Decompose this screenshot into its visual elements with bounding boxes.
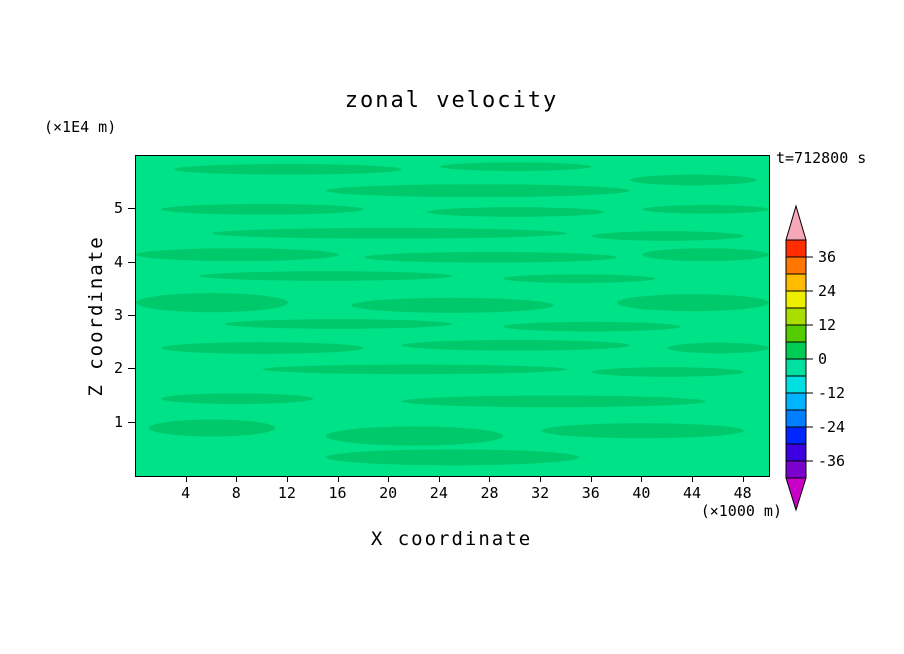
x-tick-label: 36 bbox=[581, 484, 600, 502]
contour-streak bbox=[325, 184, 630, 198]
contour-streak bbox=[541, 423, 744, 439]
colorbar-segment bbox=[785, 443, 807, 462]
x-tick-label: 28 bbox=[480, 484, 499, 502]
x-tick-label: 4 bbox=[181, 484, 191, 502]
contour-streak bbox=[363, 252, 618, 263]
contour-streak bbox=[136, 248, 339, 262]
contour-streak bbox=[439, 162, 592, 171]
colorbar-segment bbox=[785, 392, 807, 411]
x-tick-label: 40 bbox=[632, 484, 651, 502]
x-tick-mark bbox=[388, 476, 390, 482]
y-tick-label: 4 bbox=[113, 252, 123, 271]
x-tick-label: 24 bbox=[429, 484, 448, 502]
colorbar-segment bbox=[785, 341, 807, 360]
contour-streak bbox=[401, 340, 630, 351]
contour-streak bbox=[325, 449, 580, 466]
colorbar-segment bbox=[785, 426, 807, 445]
contour-streak bbox=[629, 174, 757, 186]
x-tick-mark bbox=[337, 476, 339, 482]
y-tick-mark bbox=[128, 261, 135, 263]
x-tick-mark bbox=[236, 476, 238, 482]
x-tick-label: 16 bbox=[328, 484, 347, 502]
colorbar-segment bbox=[785, 256, 807, 275]
contour-streak bbox=[199, 271, 453, 281]
contour-streak bbox=[161, 342, 364, 354]
y-tick-mark bbox=[128, 315, 135, 316]
colorbar-tick-label: 0 bbox=[818, 350, 828, 368]
contour-streak bbox=[401, 395, 706, 408]
contour-streak bbox=[667, 342, 769, 354]
x-axis-unit-label: (×1000 m) bbox=[700, 502, 782, 520]
contour-streak bbox=[642, 248, 769, 262]
x-tick-mark bbox=[641, 476, 643, 482]
x-tick-label: 8 bbox=[231, 484, 241, 502]
colorbar-tick-label: 24 bbox=[818, 282, 837, 300]
contour-streak bbox=[642, 205, 769, 214]
contour-streak bbox=[173, 164, 402, 175]
colorbar-segment bbox=[785, 358, 807, 377]
chart-title: zonal velocity bbox=[344, 88, 559, 113]
x-tick-mark bbox=[692, 476, 694, 482]
colorbar-segment bbox=[785, 273, 807, 292]
contour-streak bbox=[325, 426, 504, 446]
colorbar-over-arrow bbox=[785, 204, 807, 241]
colorbar-segment bbox=[785, 290, 807, 309]
x-tick-label: 20 bbox=[379, 484, 398, 502]
time-annotation: t=712800 s bbox=[776, 149, 867, 167]
colorbar-tick-label: -12 bbox=[818, 384, 846, 402]
x-tick-mark bbox=[438, 476, 440, 482]
x-tick-mark bbox=[489, 476, 491, 482]
x-tick-label: 44 bbox=[683, 484, 702, 502]
colorbar-segment bbox=[785, 460, 807, 479]
colorbar-segment bbox=[785, 409, 807, 428]
y-tick-label: 5 bbox=[113, 199, 123, 218]
y-tick-label: 1 bbox=[113, 412, 123, 431]
y-axis-unit-label: (×1E4 m) bbox=[44, 118, 117, 136]
contour-streak bbox=[148, 419, 276, 437]
x-tick-mark bbox=[286, 476, 288, 482]
colorbar-segment bbox=[785, 375, 807, 394]
x-tick-mark bbox=[590, 476, 592, 482]
contour-streak bbox=[503, 274, 656, 283]
colorbar-segment bbox=[785, 307, 807, 326]
contour-streak bbox=[161, 393, 314, 404]
colorbar bbox=[785, 204, 813, 512]
contour-plot-area bbox=[135, 155, 770, 477]
contour-streak bbox=[591, 367, 744, 377]
contour-streak bbox=[503, 321, 681, 332]
x-tick-mark bbox=[540, 476, 542, 482]
contour-streak bbox=[351, 297, 554, 313]
colorbar-segment bbox=[785, 239, 807, 258]
contour-streak bbox=[262, 364, 567, 375]
contour-streak bbox=[136, 293, 288, 313]
contour-streak bbox=[224, 319, 453, 329]
colorbar-segment bbox=[785, 324, 807, 343]
contour-streak bbox=[617, 294, 769, 312]
colorbar-tick-label: 12 bbox=[818, 316, 837, 334]
colorbar-tick-label: -36 bbox=[818, 452, 846, 470]
y-tick-mark bbox=[128, 368, 135, 370]
y-tick-mark bbox=[128, 421, 135, 423]
colorbar-tick-label: -24 bbox=[818, 418, 846, 436]
x-tick-label: 12 bbox=[277, 484, 296, 502]
colorbar-under-arrow bbox=[785, 477, 807, 512]
contour-streak bbox=[591, 231, 744, 241]
y-tick-label: 3 bbox=[113, 306, 123, 324]
x-tick-label: 48 bbox=[733, 484, 752, 502]
x-tick-mark bbox=[185, 476, 187, 482]
contour-field bbox=[136, 156, 769, 476]
contour-streak bbox=[427, 207, 605, 217]
y-tick-mark bbox=[128, 208, 135, 210]
x-tick-mark bbox=[742, 476, 744, 482]
contour-streak bbox=[211, 228, 567, 239]
x-axis-title: X coordinate bbox=[370, 528, 533, 550]
colorbar-tick-label: 36 bbox=[818, 248, 837, 266]
y-tick-label: 2 bbox=[113, 359, 123, 378]
y-axis-title: Z coordinate bbox=[85, 235, 107, 397]
contour-streak bbox=[161, 204, 364, 215]
x-tick-label: 32 bbox=[531, 484, 550, 502]
